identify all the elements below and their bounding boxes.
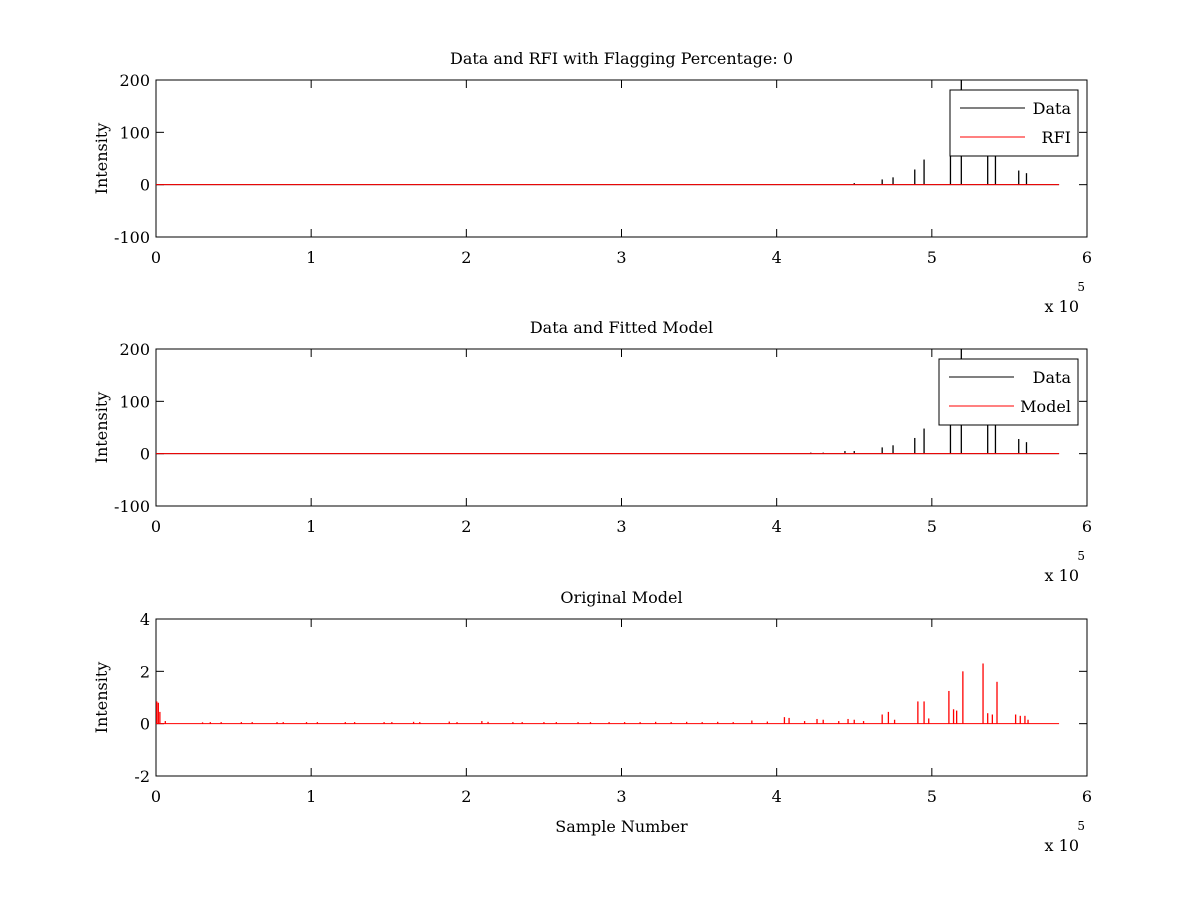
chart-panel-1: Data and RFI with Flagging Percentage: 0… [92, 49, 1092, 316]
x-tick-label: 6 [1082, 517, 1092, 536]
x-tick-label: 4 [772, 787, 782, 806]
chart-title: Original Model [560, 588, 682, 607]
x-tick-label: 2 [461, 248, 471, 267]
y-tick-label: 200 [119, 340, 150, 359]
x-tick-label: 1 [306, 787, 316, 806]
y-axis-label: Intensity [92, 392, 111, 464]
x-tick-label: 6 [1082, 248, 1092, 267]
x-tick-label: 3 [616, 248, 626, 267]
legend-label: Data [1033, 368, 1072, 387]
y-tick-label: 0 [140, 445, 150, 464]
x-tick-label: 4 [772, 517, 782, 536]
x-tick-label: 3 [616, 517, 626, 536]
x-multiplier-base: x 10 [1045, 836, 1079, 855]
legend: Data RFI [949, 89, 1079, 157]
x-multiplier-base: x 10 [1045, 297, 1079, 316]
y-tick-label: -100 [114, 497, 150, 516]
x-axis-label: Sample Number [555, 817, 688, 836]
x-tick-label: 6 [1082, 787, 1092, 806]
x-multiplier-exponent: 5 [1077, 280, 1085, 294]
series-model [156, 663, 1060, 725]
x-tick-label: 2 [461, 517, 471, 536]
y-axis-label: Intensity [92, 123, 111, 195]
x-multiplier-exponent: 5 [1077, 819, 1085, 833]
y-tick-label: 4 [140, 610, 150, 629]
x-tick-label: 5 [927, 248, 937, 267]
x-tick-label: 5 [927, 787, 937, 806]
y-tick-label: 0 [140, 715, 150, 734]
y-tick-label: -2 [134, 767, 150, 786]
x-tick-label: 0 [151, 787, 161, 806]
legend-box [938, 358, 1079, 426]
legend-label: Data [1033, 99, 1072, 118]
y-tick-label: -100 [114, 228, 150, 247]
plot-area [155, 348, 1088, 507]
legend-box [949, 89, 1079, 157]
x-tick-label: 4 [772, 248, 782, 267]
y-tick-label: 100 [119, 123, 150, 142]
chart-title: Data and RFI with Flagging Percentage: 0 [450, 49, 793, 68]
y-tick-label: 100 [119, 392, 150, 411]
x-multiplier-base: x 10 [1045, 566, 1079, 585]
y-tick-label: 2 [140, 662, 150, 681]
x-tick-label: 0 [151, 248, 161, 267]
x-tick-label: 3 [616, 787, 626, 806]
legend-label: RFI [1042, 128, 1071, 147]
y-tick-label: 200 [119, 71, 150, 90]
x-tick-label: 5 [927, 517, 937, 536]
x-multiplier-exponent: 5 [1077, 549, 1085, 563]
x-tick-label: 1 [306, 248, 316, 267]
y-axis-label: Intensity [92, 662, 111, 734]
plot-area [155, 79, 1088, 238]
legend: Data Model [938, 358, 1079, 426]
legend-label: Model [1020, 397, 1071, 416]
y-tick-label: 0 [140, 176, 150, 195]
chart-title: Data and Fitted Model [530, 318, 713, 337]
x-tick-label: 1 [306, 517, 316, 536]
x-tick-label: 2 [461, 787, 471, 806]
x-tick-label: 0 [151, 517, 161, 536]
plot-area [155, 618, 1088, 777]
